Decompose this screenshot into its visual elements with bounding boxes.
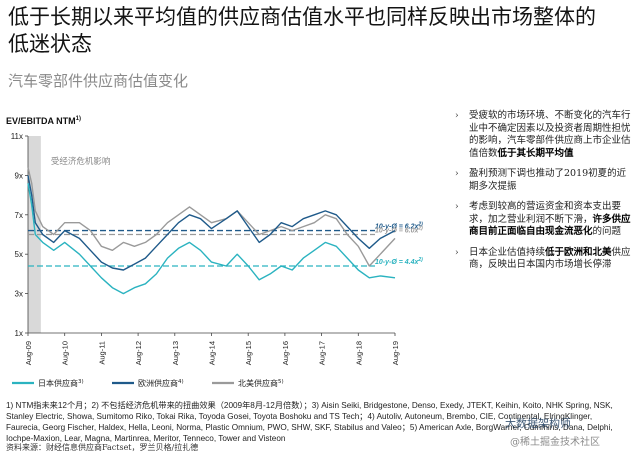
- x-tick-label: Aug-12: [134, 341, 143, 365]
- y-tick-label: 1x: [15, 329, 23, 338]
- triangle-icon: ›: [455, 169, 459, 179]
- x-tick-label: Aug-15: [244, 341, 253, 365]
- x-tick-label: Aug-11: [97, 341, 106, 365]
- x-tick-label: Aug-18: [354, 341, 363, 365]
- legend-label: 日本供应商3): [38, 378, 84, 388]
- x-tick-label: Aug-17: [318, 341, 327, 365]
- x-tick-label: Aug-19: [391, 341, 400, 365]
- chart-svg: EV/EBITDA NTM1) 受经济危机影响 1x 3x 5x 7x 9x 11x Aug-0…: [6, 116, 423, 388]
- triangle-icon: ›: [455, 247, 459, 258]
- source-note: 资料来源：财经信息供应商Factset，罗兰贝格/拉扎德: [6, 443, 199, 452]
- y-tick-label: 11x: [11, 132, 23, 141]
- page-title: 低于长期以来平均值的供应商估值水平也同样反映出市场整体的低迷状态: [8, 5, 596, 56]
- legend-label: 北美供应商5): [238, 378, 284, 388]
- crisis-shade: [28, 136, 41, 333]
- page-subtitle: 汽车零部件供应商估值变化: [8, 72, 189, 90]
- triangle-icon: ›: [455, 202, 459, 212]
- y-axis-label: EV/EBITDA NTM1): [6, 116, 81, 126]
- y-tick-label: 9x: [15, 171, 23, 180]
- triangle-icon: ›: [455, 111, 459, 121]
- watermark-subtext: @稀土掘金技术社区: [510, 437, 600, 448]
- average-label: 10-y-Ø = 4.4x2): [375, 257, 423, 266]
- y-tick-label: 5x: [15, 250, 23, 259]
- bullet-item-2: › 盈利预测下调也推动了2019初夏的近期多次提振: [455, 168, 627, 192]
- y-tick-label: 3x: [15, 290, 23, 299]
- series-line-日本供应商: [27, 183, 396, 295]
- x-tick-label: Aug-14: [208, 341, 217, 365]
- average-label: 10-y-Ø = 6.0x2): [375, 226, 423, 235]
- x-tick-label: Aug-10: [61, 341, 70, 365]
- legend-label: 欧洲供应商4): [138, 378, 184, 388]
- series-line-北美供应商: [27, 167, 396, 267]
- x-tick-label: Aug-13: [171, 341, 180, 365]
- bullet-item-3: › 考虑到较高的营运资金和资本支出要求，加之营业利润不断下滑，许多供应商目前正面临…: [455, 201, 631, 237]
- footnote: 1) NTM指未来12个月；2) 不包括经济危机带来的扭曲效果（2009年8月-…: [6, 401, 613, 443]
- valuation-chart: EV/EBITDA NTM1) 受经济危机影响 1x 3x 5x 7x 9x 11x Aug-0…: [0, 108, 445, 400]
- x-tick-label: Aug-09: [24, 341, 33, 365]
- average-label: 10-y-Ø = 6.2x2): [375, 222, 423, 231]
- bullet-item-4: › 日本企业估值持续低于欧洲和北美供应商，反映出日本国内市场增长停滞: [455, 246, 631, 271]
- bullet-list: › 受疲软的市场环境、不断变化的汽车行业中不确定因素以及投资者周期性担忧的影响，汽…: [455, 110, 633, 280]
- y-tick-label: 7x: [15, 211, 23, 220]
- series-line-欧洲供应商: [27, 175, 396, 271]
- x-tick-label: Aug-16: [281, 341, 290, 365]
- bullet-item-1: › 受疲软的市场环境、不断变化的汽车行业中不确定因素以及投资者周期性担忧的影响，汽…: [455, 110, 631, 159]
- watermark-text: 大数据架构师: [505, 417, 571, 430]
- crisis-label: 受经济危机影响: [51, 156, 111, 167]
